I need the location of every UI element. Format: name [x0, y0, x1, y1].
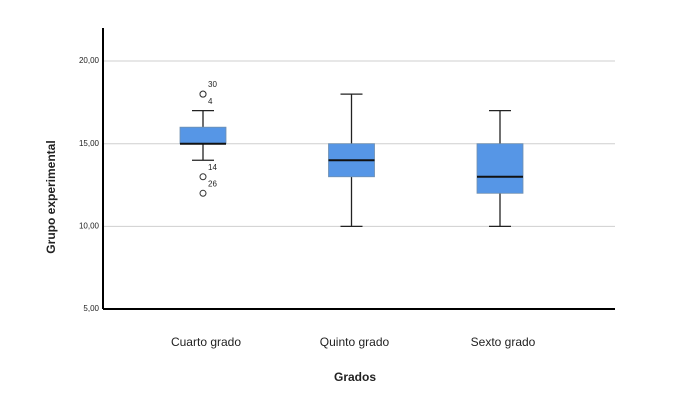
x-axis-label: Grados	[334, 370, 376, 384]
x-tick-label: Quinto grado	[320, 335, 390, 349]
outlier-label: 30	[208, 80, 217, 89]
y-axis-label: Grupo experimental	[44, 140, 58, 253]
x-tick-label: Cuarto grado	[171, 335, 241, 349]
x-tick-label: Sexto grado	[471, 335, 536, 349]
box	[476, 143, 524, 194]
y-tick-label: 20,00	[79, 56, 100, 65]
y-tick-label: 5,00	[83, 304, 99, 313]
outlier-label: 26	[208, 179, 217, 188]
outlier	[199, 90, 207, 98]
y-tick-label: 15,00	[79, 139, 100, 148]
y-tick-label: 10,00	[79, 221, 100, 230]
box	[179, 126, 227, 145]
outlier-label: 14	[208, 163, 217, 172]
outlier	[199, 189, 207, 197]
outlier-label: 4	[208, 97, 213, 106]
outlier	[199, 173, 207, 181]
